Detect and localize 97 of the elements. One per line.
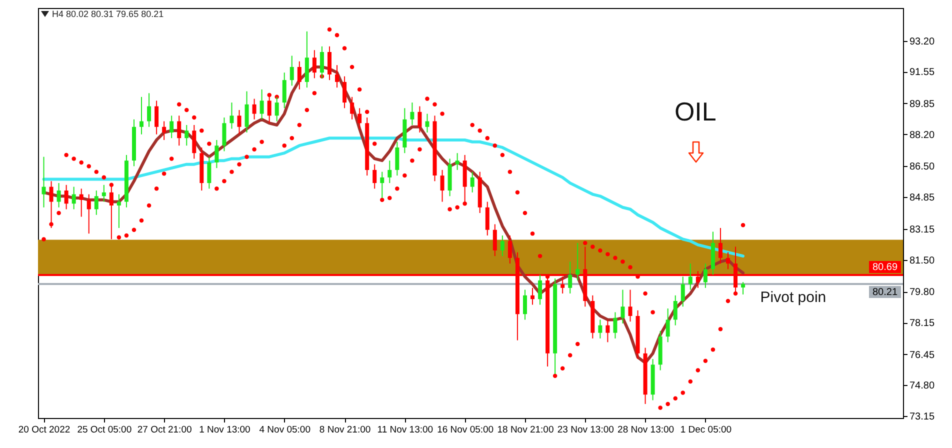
candlestick — [154, 100, 159, 135]
candlestick — [726, 252, 730, 270]
candlestick — [703, 263, 708, 288]
candlestick — [418, 106, 422, 133]
candlestick — [214, 139, 219, 169]
candlestick — [538, 274, 542, 306]
y-tick-label: 88.20 — [910, 130, 935, 141]
candlestick — [350, 96, 354, 120]
candlestick — [222, 117, 226, 152]
candlestick — [395, 141, 400, 176]
y-tick-label: 89.85 — [910, 98, 935, 110]
candlestick — [613, 312, 618, 339]
y-tick-label: 76.45 — [910, 350, 935, 361]
candlestick — [568, 261, 572, 294]
y-tick-label: 81.50 — [910, 255, 935, 266]
candlestick — [56, 182, 61, 208]
candlestick — [522, 289, 527, 320]
candlestick — [244, 90, 249, 133]
candlestick — [94, 190, 98, 216]
candlestick — [297, 60, 302, 90]
x-tick-label: 11 Nov 13:00 — [377, 424, 434, 436]
candlestick — [358, 108, 362, 130]
y-tick-label: 91.55 — [910, 67, 935, 78]
candlestick — [290, 55, 294, 86]
candlestick — [162, 120, 166, 140]
y-tick-label: 86.50 — [910, 162, 935, 173]
candlestick — [342, 76, 347, 109]
candlestick — [72, 186, 76, 210]
x-tick-label: 1 Dec 05:00 — [680, 424, 732, 436]
ref-line-label: 80.21 — [872, 286, 898, 298]
x-tick-label: 28 Nov 13:00 — [618, 424, 674, 436]
annotation: OIL — [674, 96, 716, 127]
candlestick — [485, 201, 490, 236]
candlestick — [116, 194, 121, 228]
x-tick-label: 20 Oct 2022 — [18, 424, 70, 436]
x-tick-label: 8 Nov 21:00 — [319, 424, 371, 436]
candlestick — [274, 96, 279, 122]
candlestick — [508, 234, 512, 264]
candlestick — [666, 308, 670, 343]
ref-line-label: 80.69 — [872, 262, 898, 273]
candlestick — [455, 152, 460, 170]
candlestick — [252, 98, 256, 120]
y-tick-label: 84.85 — [910, 192, 935, 204]
x-tick-label: 25 Oct 05:00 — [77, 424, 132, 436]
candlestick — [260, 88, 264, 120]
y-tick-label: 78.15 — [910, 318, 935, 330]
candlestick — [86, 194, 91, 234]
candlestick — [500, 234, 504, 257]
candlestick — [410, 102, 414, 126]
candlestick — [606, 319, 610, 343]
line-series — [42, 136, 745, 258]
y-tick-label: 73.15 — [910, 412, 935, 423]
text: Pivot poin — [760, 289, 826, 306]
candlestick — [79, 188, 84, 218]
candlestick — [207, 156, 212, 190]
candlestick — [312, 50, 316, 79]
candlestick — [440, 169, 444, 202]
candlestick — [184, 124, 189, 146]
candlestick — [680, 276, 685, 308]
candlestick — [237, 110, 242, 135]
candlestick — [530, 287, 535, 306]
candlestick — [688, 263, 692, 290]
candlestick — [620, 289, 625, 324]
candlestick — [598, 319, 602, 339]
x-tick-label: 1 Nov 13:00 — [199, 424, 250, 436]
candlestick — [327, 46, 332, 81]
candlestick — [170, 115, 174, 139]
candlestick — [492, 224, 497, 257]
x-tick-label: 16 Nov 05:00 — [437, 424, 494, 436]
candlestick — [718, 227, 722, 264]
candlestick — [177, 115, 182, 146]
candlestick — [282, 72, 286, 109]
candlestick — [102, 184, 106, 202]
candlestick — [372, 164, 377, 190]
candlestick — [628, 289, 632, 322]
x-tick-label: 23 Nov 13:00 — [557, 424, 614, 436]
candlestick — [140, 96, 144, 135]
candlestick — [388, 160, 392, 184]
candlestick — [673, 294, 678, 326]
candlestick — [42, 156, 46, 208]
x-tick-label: 27 Oct 21:00 — [137, 424, 192, 436]
x-tick-label: 4 Nov 05:00 — [259, 424, 310, 436]
y-tick-label: 83.15 — [910, 224, 935, 236]
candlestick — [230, 102, 234, 130]
x-tick-label: 18 Nov 21:00 — [497, 424, 554, 436]
chart-title: H4 80.02 80.31 79.65 80.21 — [52, 9, 164, 19]
candlestick — [147, 92, 152, 128]
y-tick-label: 93.20 — [910, 36, 935, 48]
candlestick — [470, 171, 474, 193]
candlestick — [741, 282, 746, 295]
candlestick — [64, 184, 68, 210]
candlestick — [576, 242, 580, 281]
candlestick — [335, 64, 340, 88]
candlestick — [425, 113, 430, 133]
candlestick — [192, 124, 196, 160]
y-tick-label: 79.80 — [910, 287, 935, 298]
y-tick-label: 74.80 — [910, 380, 935, 392]
